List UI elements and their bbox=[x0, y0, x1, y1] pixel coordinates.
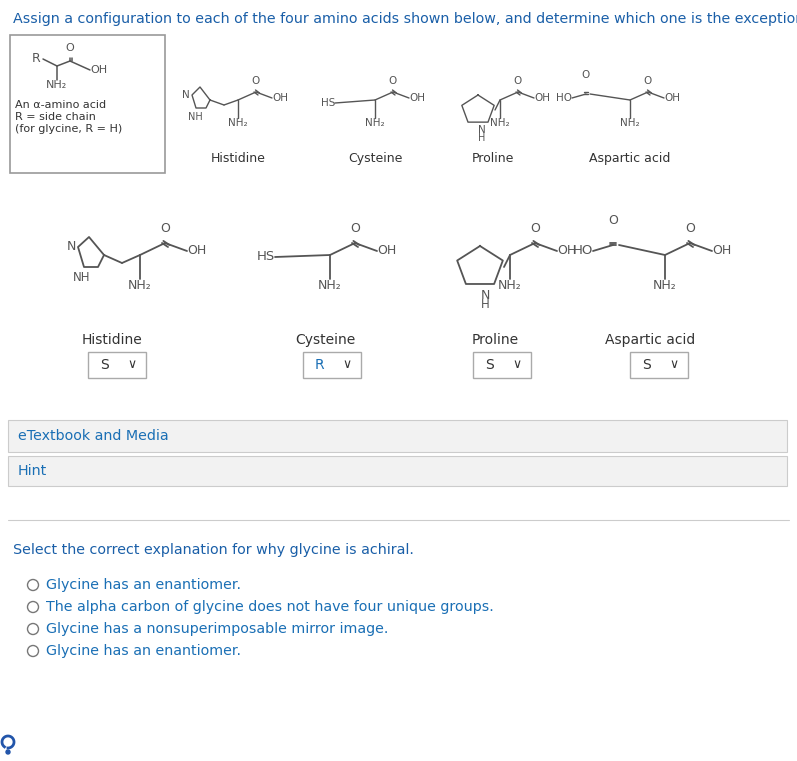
Text: NH₂: NH₂ bbox=[46, 80, 68, 90]
Text: O: O bbox=[350, 222, 360, 235]
Text: NH₂: NH₂ bbox=[653, 279, 677, 292]
Text: OH: OH bbox=[534, 93, 550, 103]
Text: O: O bbox=[389, 76, 397, 86]
Text: NH₂: NH₂ bbox=[318, 279, 342, 292]
Bar bbox=[303, 352, 361, 378]
Text: Select the correct explanation for why glycine is achiral.: Select the correct explanation for why g… bbox=[13, 543, 414, 557]
Text: O: O bbox=[514, 76, 522, 86]
Text: O: O bbox=[530, 222, 540, 235]
Text: ∨: ∨ bbox=[512, 358, 521, 371]
Text: O: O bbox=[582, 70, 590, 80]
Text: NH: NH bbox=[187, 112, 202, 122]
Text: Proline: Proline bbox=[472, 152, 514, 165]
Circle shape bbox=[28, 645, 38, 657]
Text: S: S bbox=[642, 358, 650, 372]
Text: HO: HO bbox=[556, 93, 572, 103]
Text: NH₂: NH₂ bbox=[128, 279, 152, 292]
Text: Assign a configuration to each of the four amino acids shown below, and determin: Assign a configuration to each of the fo… bbox=[13, 12, 797, 26]
Text: NH₂: NH₂ bbox=[620, 118, 640, 128]
Text: Aspartic acid: Aspartic acid bbox=[589, 152, 671, 165]
Text: OH: OH bbox=[187, 244, 206, 257]
Text: R = side chain: R = side chain bbox=[15, 112, 96, 122]
Bar bbox=[473, 352, 531, 378]
Text: ∨: ∨ bbox=[669, 358, 678, 371]
Text: O: O bbox=[252, 76, 260, 86]
Circle shape bbox=[28, 579, 38, 591]
Text: OH: OH bbox=[712, 244, 732, 257]
Text: N: N bbox=[481, 289, 489, 302]
Text: O: O bbox=[644, 76, 652, 86]
Text: eTextbook and Media: eTextbook and Media bbox=[18, 429, 169, 443]
Text: N: N bbox=[478, 125, 486, 135]
Text: NH₂: NH₂ bbox=[365, 118, 385, 128]
Text: Histidine: Histidine bbox=[81, 333, 143, 347]
Text: OH: OH bbox=[409, 93, 425, 103]
Text: R: R bbox=[315, 358, 324, 372]
Circle shape bbox=[28, 623, 38, 635]
Text: ∨: ∨ bbox=[128, 358, 136, 371]
Bar bbox=[8, 456, 787, 486]
Text: O: O bbox=[608, 214, 618, 227]
Text: Glycine has a nonsuperimposable mirror image.: Glycine has a nonsuperimposable mirror i… bbox=[46, 622, 388, 636]
Text: H: H bbox=[478, 133, 485, 143]
Bar bbox=[10, 35, 165, 173]
Text: OH: OH bbox=[557, 244, 576, 257]
Text: S: S bbox=[100, 358, 108, 372]
Text: R: R bbox=[32, 53, 41, 65]
Text: Glycine has an enantiomer.: Glycine has an enantiomer. bbox=[46, 578, 241, 592]
Text: OH: OH bbox=[90, 65, 107, 75]
Text: NH: NH bbox=[73, 271, 91, 284]
Bar bbox=[88, 352, 146, 378]
Text: NH₂: NH₂ bbox=[490, 118, 510, 128]
Circle shape bbox=[28, 601, 38, 613]
Text: O: O bbox=[685, 222, 695, 235]
Text: HS: HS bbox=[320, 98, 335, 108]
Text: N: N bbox=[183, 90, 190, 100]
Text: An α-amino acid: An α-amino acid bbox=[15, 100, 106, 110]
Text: Cysteine: Cysteine bbox=[347, 152, 402, 165]
Text: OH: OH bbox=[377, 244, 396, 257]
Text: Aspartic acid: Aspartic acid bbox=[605, 333, 695, 347]
Text: NH₂: NH₂ bbox=[228, 118, 248, 128]
Text: H: H bbox=[481, 298, 489, 311]
Text: S: S bbox=[485, 358, 494, 372]
Text: ∨: ∨ bbox=[343, 358, 351, 371]
Text: NH₂: NH₂ bbox=[498, 279, 522, 292]
Text: Hint: Hint bbox=[18, 464, 47, 478]
Text: Glycine has an enantiomer.: Glycine has an enantiomer. bbox=[46, 644, 241, 658]
Text: HS: HS bbox=[257, 250, 275, 263]
Text: Histidine: Histidine bbox=[210, 152, 265, 165]
Bar bbox=[630, 352, 688, 378]
Text: Proline: Proline bbox=[472, 333, 519, 347]
Text: Cysteine: Cysteine bbox=[295, 333, 355, 347]
Text: N: N bbox=[67, 240, 76, 253]
Text: HO: HO bbox=[572, 244, 593, 257]
Text: OH: OH bbox=[664, 93, 680, 103]
Bar bbox=[8, 420, 787, 452]
Text: The alpha carbon of glycine does not have four unique groups.: The alpha carbon of glycine does not hav… bbox=[46, 600, 494, 614]
Text: O: O bbox=[65, 43, 74, 53]
Circle shape bbox=[6, 750, 10, 754]
Text: O: O bbox=[160, 222, 170, 235]
Text: (for glycine, R = H): (for glycine, R = H) bbox=[15, 124, 122, 134]
Text: OH: OH bbox=[272, 93, 288, 103]
